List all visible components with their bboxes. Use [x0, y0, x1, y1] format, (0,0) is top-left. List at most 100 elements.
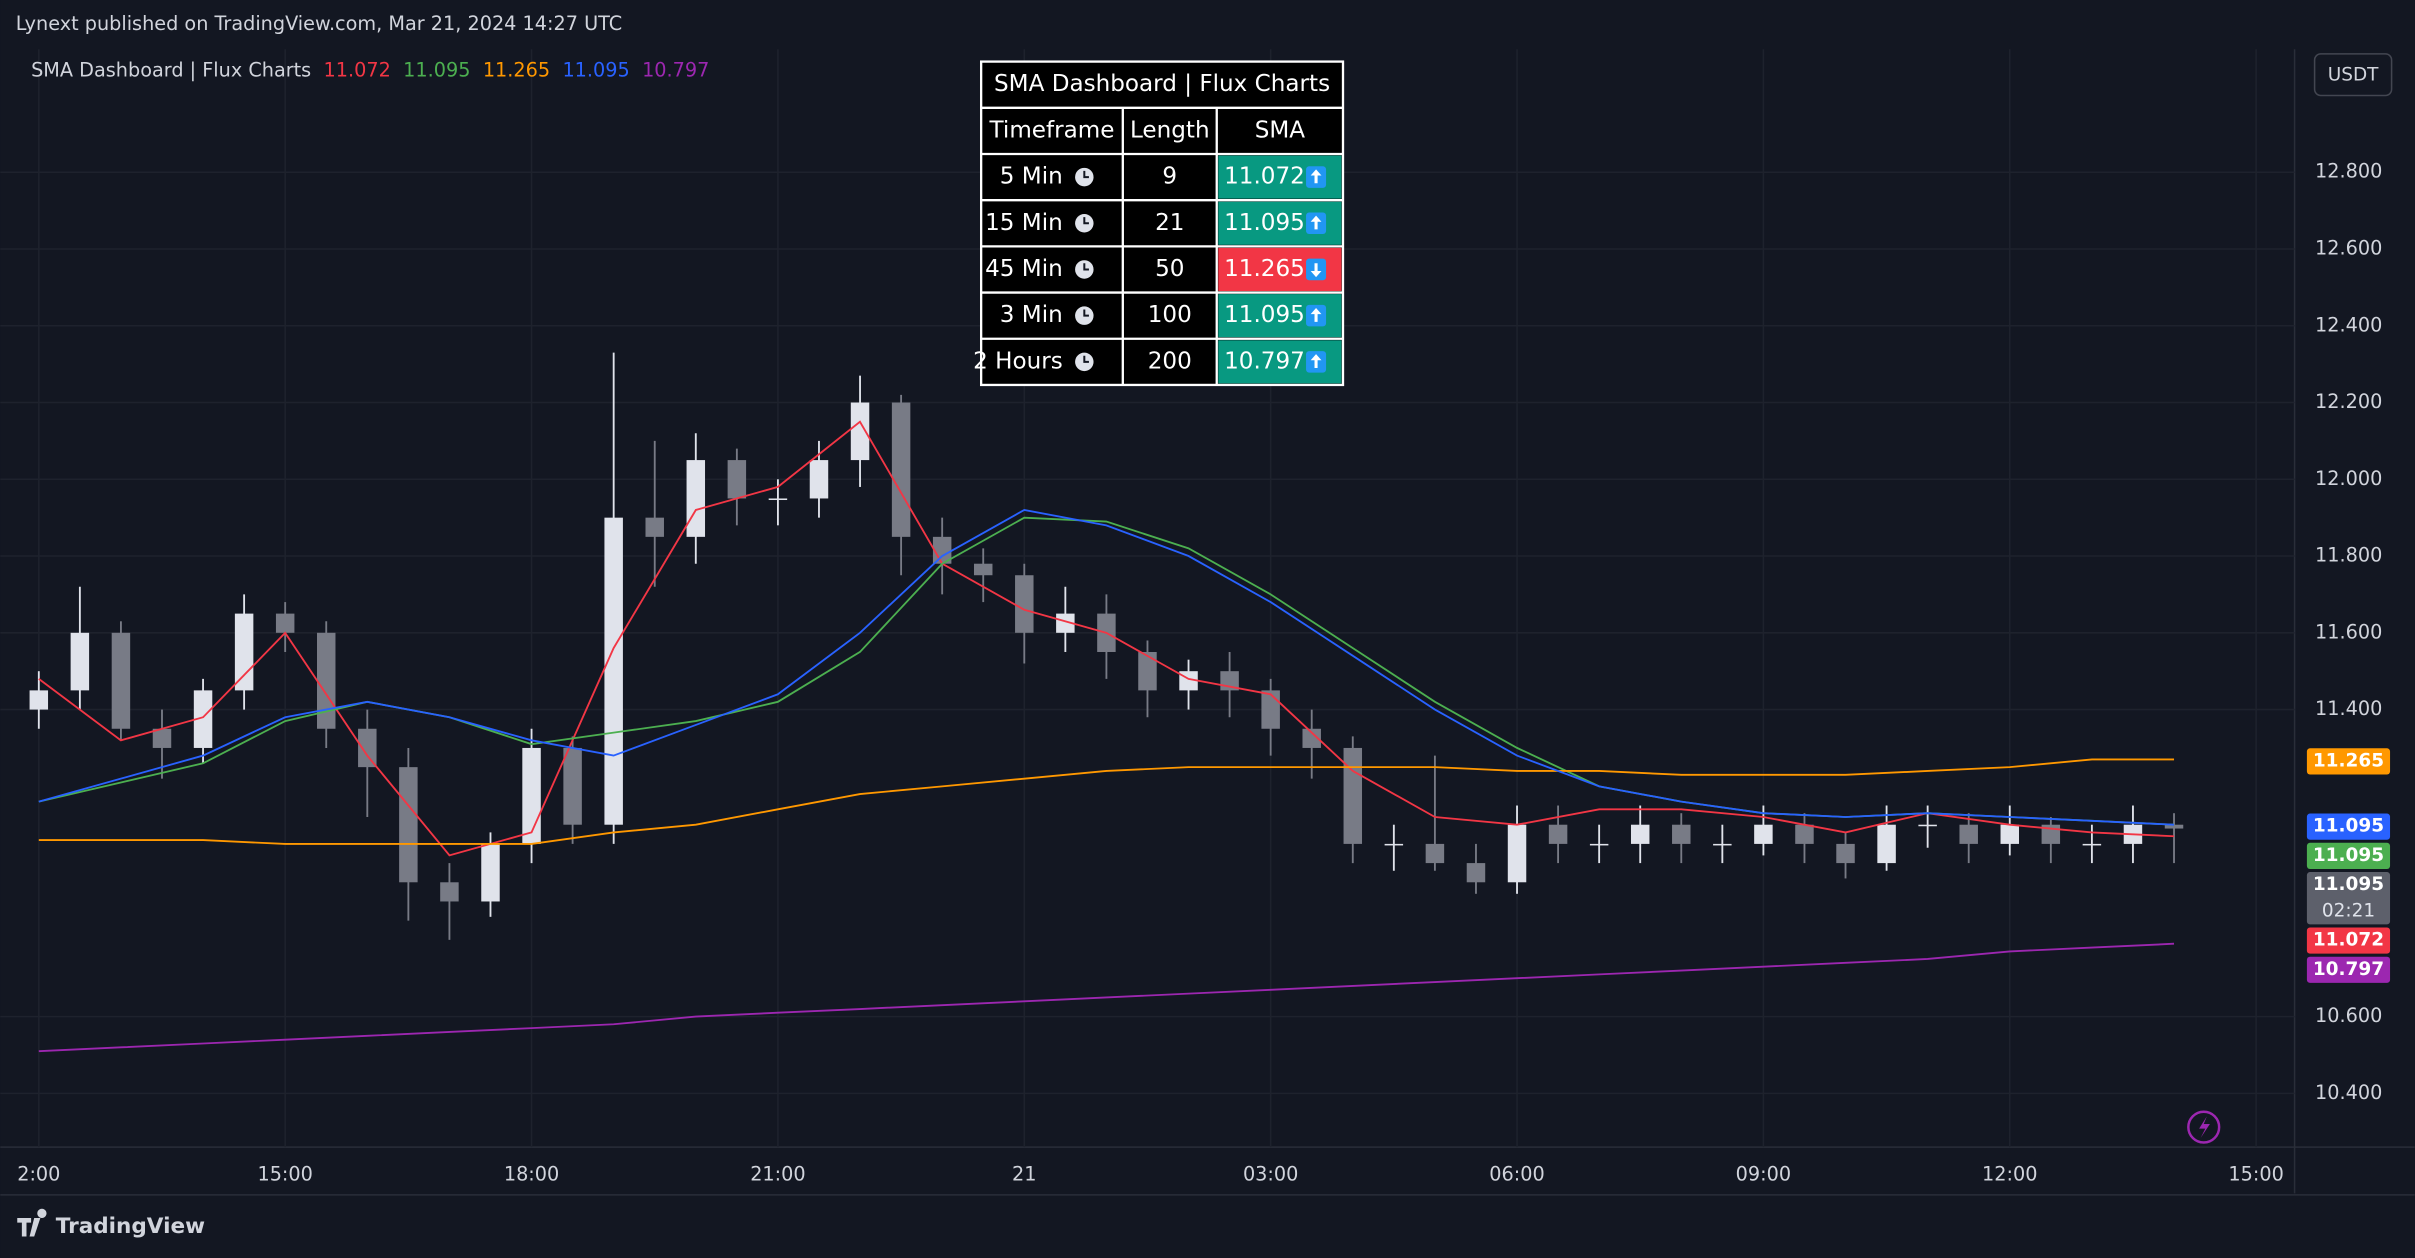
candle-body: [1713, 843, 1732, 846]
legend-value: 10.797: [642, 58, 709, 81]
candle-body: [152, 728, 172, 748]
price-badge: [2306, 956, 2391, 983]
candle-body: [481, 843, 500, 902]
alert-bolt: [2199, 1116, 2210, 1138]
x-tick-label: 21: [1012, 1162, 1036, 1185]
clock-hands: [1083, 170, 1089, 179]
x-tick-label: 12:00: [1982, 1162, 2037, 1185]
candle-body: [275, 613, 295, 633]
candle-body: [768, 498, 788, 501]
trend-arrow: [1310, 307, 1322, 322]
trend-arrow: [1310, 169, 1322, 184]
candle-body: [1877, 824, 1896, 864]
candle-body: [1918, 824, 1937, 827]
candle-body: [1302, 728, 1321, 748]
timeframe: 45 Min: [985, 256, 1063, 282]
y-tick-label: 12.800: [2315, 160, 2382, 183]
sma-table: SMA Dashboard | Flux Charts Timeframe Leng…: [973, 60, 1345, 387]
candle-body: [2164, 824, 2184, 829]
timeframe: 2 Hours: [973, 348, 1063, 374]
clock-hands: [1083, 217, 1089, 225]
price-badge: [2306, 748, 2391, 775]
length: 21: [1155, 210, 1184, 236]
clock-hands: [1083, 355, 1089, 363]
timeframe: 3 Min: [1000, 302, 1063, 328]
candle-body: [193, 690, 213, 748]
candle-body: [1056, 613, 1075, 633]
x-tick-label: 15:00: [2228, 1162, 2283, 1185]
x-tick-label: 03:00: [1243, 1162, 1298, 1185]
candle-body: [29, 690, 49, 710]
sma-line: [38, 942, 2175, 1053]
tv-logo: [17, 1208, 47, 1237]
candle-body: [809, 460, 829, 499]
currency[interactable]: USDT: [2328, 64, 2379, 85]
candle-body: [1672, 824, 1691, 844]
candle-body: [440, 882, 459, 902]
price-badge-label: 10.797: [2313, 959, 2384, 980]
table-header: SMA: [1255, 117, 1306, 143]
candle-body: [1754, 824, 1773, 844]
candle-body: [1836, 843, 1855, 864]
candle-body: [1138, 651, 1157, 691]
table-header: Length: [1130, 117, 1210, 143]
length: 200: [1148, 348, 1192, 374]
clock-hands: [1083, 263, 1089, 271]
candle-body: [70, 632, 90, 691]
candle-body: [727, 460, 747, 499]
price-badge-label: 11.095: [2313, 816, 2384, 837]
currency-button[interactable]: [2313, 53, 2393, 97]
sma-value: 11.095: [1224, 210, 1305, 236]
sma-line: [38, 420, 2175, 857]
trend-arrow: [1310, 215, 1322, 230]
candle-body: [522, 747, 541, 844]
candle-body: [1507, 824, 1527, 883]
footer-brand: TradingView: [56, 1214, 205, 1239]
price-badge-label: 11.265: [2313, 750, 2384, 771]
candle-body: [1959, 824, 1978, 844]
y-tick-label: 12.400: [2315, 313, 2382, 336]
price-badge-label: 11.095: [2313, 845, 2384, 866]
sma-value: 10.797: [1224, 348, 1305, 374]
candle-body: [1548, 824, 1568, 844]
publisher: Lynext published on TradingView.com, Mar…: [16, 12, 623, 35]
alert-icon[interactable]: [2187, 1110, 2221, 1144]
candle-body: [1261, 690, 1280, 729]
price-badge: [2306, 842, 2391, 869]
legend-value: 11.072: [324, 58, 391, 81]
length: 50: [1155, 256, 1184, 282]
candle-body: [604, 517, 623, 825]
legend-value: 11.095: [562, 58, 629, 81]
price-badge: [2306, 927, 2391, 954]
x-tick-label: 18:00: [504, 1162, 559, 1185]
candle-body: [234, 613, 254, 691]
y-tick-label: 11.600: [2315, 620, 2382, 643]
y-tick-label: 11.400: [2315, 697, 2382, 720]
timeframe: 5 Min: [1000, 164, 1063, 190]
candle-body: [2082, 843, 2102, 846]
trend-arrow: [1310, 354, 1322, 369]
candle-body: [1425, 843, 1445, 864]
y-tick-label: 11.800: [2315, 544, 2382, 567]
candle-body: [1466, 863, 1486, 883]
x-tick-label: 15:00: [257, 1162, 312, 1185]
candle-body: [645, 517, 664, 537]
candle-body: [2000, 824, 2020, 844]
legend-value: 11.265: [483, 58, 550, 81]
x-tick-label: 2:00: [17, 1162, 60, 1185]
sma-value: 11.265: [1224, 256, 1305, 282]
countdown-label: 02:21: [2322, 900, 2375, 921]
trend-arrow: [1310, 263, 1322, 278]
sma-value: 11.095: [1224, 302, 1305, 328]
candle-body: [1630, 824, 1650, 844]
candle-body: [1384, 843, 1404, 846]
x-tick-label: 21:00: [750, 1162, 805, 1185]
candle-body: [111, 632, 131, 729]
candle-body: [1015, 575, 1034, 633]
candle-body: [399, 767, 418, 883]
price-badge: [2306, 872, 2391, 925]
length: 9: [1162, 164, 1177, 190]
price-badge-label: 11.072: [2313, 930, 2384, 951]
